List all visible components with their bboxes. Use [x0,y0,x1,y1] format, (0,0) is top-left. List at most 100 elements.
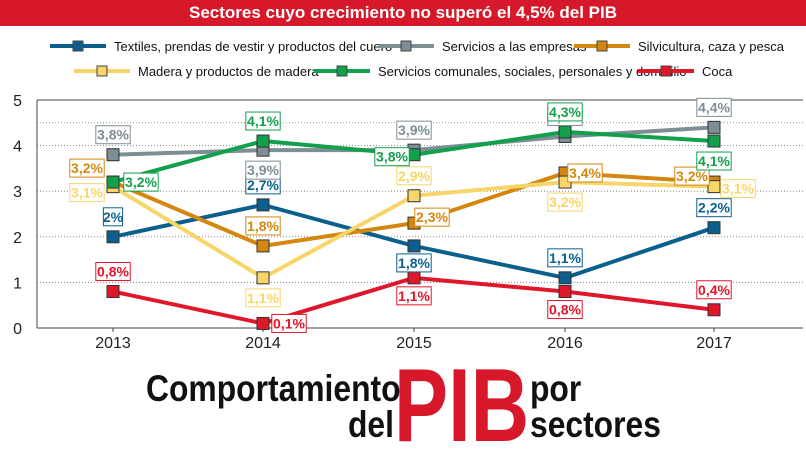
legend-item-2: Silvicultura, caza y pesca [574,39,785,54]
data-label-text: 1,8% [247,218,279,234]
data-label: 1,8% [396,253,432,273]
data-label: 0,8% [547,300,583,320]
data-label-box [245,216,281,236]
data-label: 3,2% [547,192,583,212]
x-tick-label: 2014 [245,335,281,352]
data-label-box [720,179,756,199]
data-label: 2% [103,207,124,227]
data-label-text: 2,7% [247,177,279,193]
legend-item-1: Servicios a las empresas [378,39,587,54]
data-label: 3,1% [720,179,756,199]
data-label: 2,9% [396,166,432,186]
data-point [707,134,721,148]
legend-label: Servicios comunales, sociales, personale… [378,64,687,79]
data-label-box [414,207,450,227]
legend-marker [96,65,108,77]
data-label-text: 4,1% [698,153,730,169]
data-label: 3,9% [396,120,432,140]
legend-marker [660,65,672,77]
data-label-text: 3,8% [376,149,408,165]
data-label-text: 1,1% [247,290,279,306]
data-label-text: 4,4% [698,99,730,115]
data-label-text: 1,1% [398,288,430,304]
headline-word-por: por [530,368,582,409]
data-label-box [396,286,432,306]
data-point [407,271,421,285]
data-label-box [696,151,732,171]
data-label-text: 4,3% [549,104,581,120]
data-label-text: 0,8% [549,302,581,318]
legend-item-3: Madera y productos de madera [74,64,319,79]
x-tick-label: 2013 [95,335,131,352]
headline-word-pib: PIB [394,348,530,464]
data-point [106,285,120,299]
legend-item-0: Textiles, prendas de vestir y productos … [50,39,392,54]
data-label-text: 3,2% [549,194,581,210]
data-label-text: 3,1% [722,181,754,197]
y-tick-label: 3 [13,184,22,201]
data-label-box [674,166,710,186]
legend-marker [336,65,348,77]
data-label-box [245,288,281,308]
data-label: 3,2% [69,158,105,178]
data-label: 3,2% [674,166,710,186]
data-label: 1,1% [245,288,281,308]
y-tick-label: 5 [13,93,22,110]
data-label-text: 3,9% [398,122,430,138]
footer-headline: Comportamiento del PIB por sectores [0,354,806,458]
data-label: 3,8% [95,125,131,145]
data-label-text: 3,2% [676,168,708,184]
y-tick-label: 4 [13,139,22,156]
x-tick-label: 2017 [696,335,732,352]
data-point [256,239,270,253]
y-tick-label: 1 [13,275,22,292]
legend-label: Madera y productos de madera [138,64,319,79]
data-label: 3,1% [69,183,105,203]
data-point [707,180,721,194]
data-label: 1,8% [245,216,281,236]
data-label: 0,1% [271,313,307,333]
y-tick-label: 2 [13,230,22,247]
data-point [707,120,721,134]
data-label: 4,3% [547,102,583,122]
data-point [256,134,270,148]
data-label-text: 1,8% [398,255,430,271]
data-label-text: 3,2% [71,160,103,176]
data-label-box [396,253,432,273]
data-label-box [547,300,583,320]
data-label: 4,1% [245,111,281,131]
data-label: 4,4% [696,97,732,117]
data-label-box [95,125,131,145]
data-label-text: 4,1% [247,113,279,129]
data-label-text: 3,8% [97,127,129,143]
data-point [256,198,270,212]
data-point [106,175,120,189]
data-label-box [69,158,105,178]
data-label-box [547,192,583,212]
data-label-text: 2% [103,209,124,225]
data-label: 3,2% [123,172,159,192]
data-label-box [696,97,732,117]
data-point [407,148,421,162]
data-label-box [696,280,732,300]
data-point [256,271,270,285]
data-label-text: 3,9% [247,162,279,178]
data-label-text: 0,1% [273,315,305,331]
data-label-box [696,198,732,218]
headline-word-sectores: sectores [530,404,661,445]
data-label: 0,8% [95,262,131,282]
data-label-text: 3,2% [125,174,157,190]
data-label: 3,8% [374,147,410,167]
data-label-box [396,166,432,186]
data-label: 0,4% [696,280,732,300]
data-label-box [547,102,583,122]
data-label: 2,3% [414,207,450,227]
data-label: 3,9% [245,160,281,180]
data-point [558,285,572,299]
legend-marker [400,40,412,52]
data-point [707,221,721,235]
legend-marker [72,40,84,52]
data-label-box [396,120,432,140]
data-label-text: 2,9% [398,168,430,184]
data-label: 2,2% [696,198,732,218]
